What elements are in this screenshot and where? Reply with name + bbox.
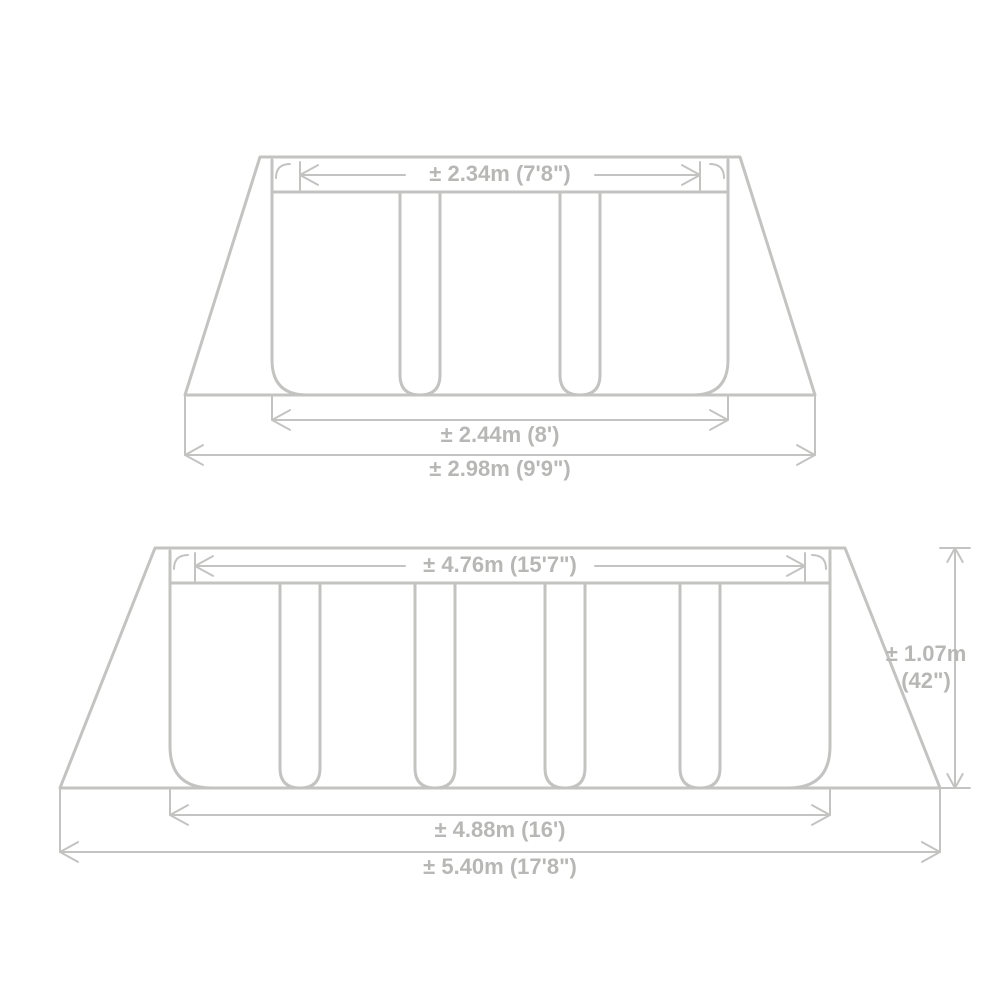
dim-mid: ± 4.88m (16'): [434, 817, 565, 842]
dim-height-2: (42"): [901, 668, 951, 693]
dim-top: ± 4.76m (15'7"): [423, 552, 577, 577]
dimension-diagram: ± 2.34m (7'8") ± 2.44m (8') ± 2.98m (9'9")…: [0, 0, 1000, 1000]
dim-mid: ± 2.44m (8'): [441, 422, 560, 447]
dim-bottom: ± 2.98m (9'9"): [429, 456, 570, 481]
dim-bottom: ± 5.40m (17'8"): [423, 854, 577, 879]
dim-top: ± 2.34m (7'8"): [429, 161, 570, 186]
dim-height-1: ± 1.07m: [886, 641, 967, 666]
